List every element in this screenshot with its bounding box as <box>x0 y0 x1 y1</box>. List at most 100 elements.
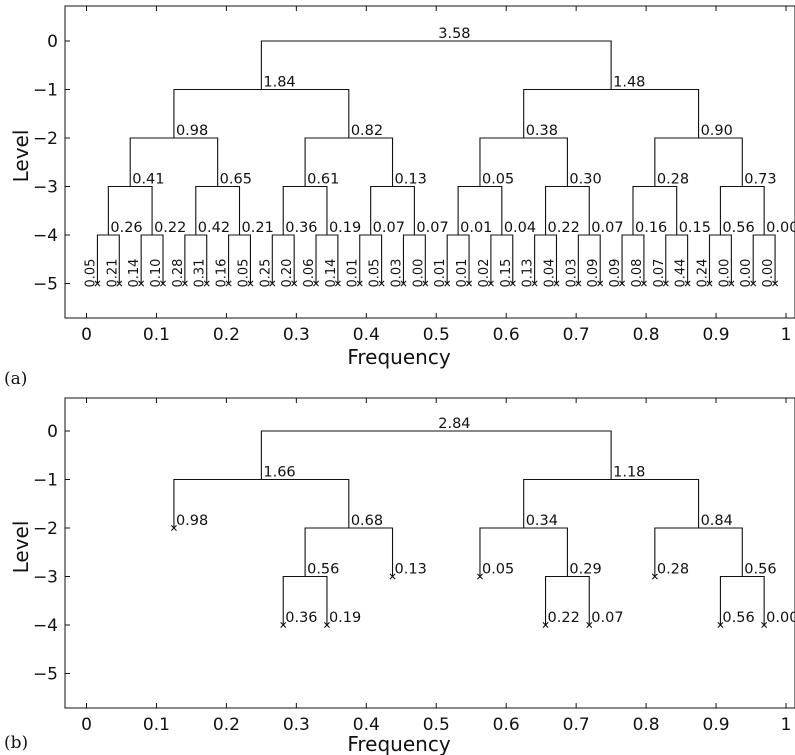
leaf-node-marker-stroke-2 <box>728 280 735 287</box>
leaf-node-marker-stroke-2 <box>400 280 407 287</box>
tree-branch <box>708 234 732 284</box>
leaf-node-marker-stroke-2 <box>378 280 385 287</box>
node-value-label: 1.66 <box>263 465 295 481</box>
x-axis-label: Frequency <box>347 732 450 755</box>
y-axis-label: Level <box>9 521 33 574</box>
leaf-node-marker-stroke-2 <box>160 280 166 287</box>
tree-branch <box>402 234 426 284</box>
leaf-node-marker <box>269 280 276 287</box>
leaf-node-marker <box>378 280 385 287</box>
leaf-node-marker <box>750 280 757 287</box>
leaf-node-marker-stroke-2 <box>116 280 123 287</box>
leaf-node-marker-stroke-2 <box>750 280 757 287</box>
leaf-node-marker <box>597 280 604 287</box>
leaf-node-marker <box>466 280 473 287</box>
tree-branch <box>359 234 383 284</box>
leaf-node-marker-stroke-2 <box>323 622 330 628</box>
x-tick-label: 0.3 <box>283 325 310 345</box>
leaf-node-marker-stroke-2 <box>476 573 483 580</box>
leaf-node-marker <box>531 280 538 287</box>
node-value-label: 0.05 <box>482 172 514 188</box>
leaf-node-marker-stroke-2 <box>509 280 516 287</box>
node-value-label: 0.56 <box>744 562 776 578</box>
y-tick-label: −2 <box>33 129 58 149</box>
leaf-node-marker <box>138 280 145 287</box>
x-tick-label: 0.4 <box>353 325 380 345</box>
leaf-node-marker-stroke-2 <box>662 280 669 287</box>
y-tick-label: −5 <box>33 665 58 685</box>
node-value-label: 0.56 <box>722 220 754 236</box>
node-value-label: 0.19 <box>329 220 361 236</box>
tree-branch <box>260 40 612 90</box>
leaf-node-marker <box>619 280 626 287</box>
node-value-label: 0.98 <box>176 123 208 139</box>
leaf-value-label: 0.01 <box>346 259 361 288</box>
leaf-node-marker <box>181 280 188 287</box>
tree-branch <box>534 234 558 284</box>
tree-branch <box>457 185 503 235</box>
leaf-node-marker-stroke-2 <box>94 280 101 287</box>
leaf-value-label: 0.10 <box>149 259 164 288</box>
x-tick-label: 1 <box>781 325 792 345</box>
node-value-label: 0.16 <box>635 220 667 236</box>
leaf-node-marker-stroke-2 <box>466 280 473 287</box>
node-value-label: 0.15 <box>679 220 711 236</box>
node-value-label: 0.36 <box>285 220 317 236</box>
node-value-label: 0.07 <box>591 220 623 236</box>
tree-branch <box>260 430 612 480</box>
x-tick-label: 1 <box>781 715 792 735</box>
leaf-value-label: 0.14 <box>324 259 339 288</box>
y-tick-label: −3 <box>33 178 58 198</box>
node-value-label: 0.00 <box>766 220 795 236</box>
leaf-node-marker <box>728 280 735 287</box>
leaf-node-marker <box>772 280 779 287</box>
leaf-value-label: 0.00 <box>761 259 776 288</box>
leaf-node-marker-stroke-2 <box>313 280 320 287</box>
x-tick-label: 0.6 <box>493 715 520 735</box>
node-value-label: 0.90 <box>701 123 733 139</box>
leaf-node-marker <box>356 280 363 287</box>
node-value-label: 0.19 <box>329 610 361 626</box>
tree-branch <box>129 137 219 187</box>
leaf-node-marker-stroke-2 <box>444 280 451 287</box>
node-value-label: 0.73 <box>744 172 776 188</box>
node-value-label: 0.26 <box>110 220 142 236</box>
leaf-node-marker-stroke-2 <box>269 280 276 287</box>
leaf-node-marker <box>684 280 691 287</box>
tree-branch <box>173 88 350 138</box>
leaf-node-marker <box>575 280 582 287</box>
tree-branch <box>140 234 164 284</box>
y-tick-label: −1 <box>33 471 58 491</box>
tree-branch <box>490 234 514 284</box>
node-value-label: 0.00 <box>766 610 795 626</box>
x-tick-label: 0.7 <box>563 325 590 345</box>
tree-branch <box>107 185 153 235</box>
leaf-value-label: 0.09 <box>586 259 601 288</box>
node-value-label: 0.38 <box>526 123 558 139</box>
tree-branch <box>315 234 339 284</box>
leaf-node-marker <box>476 573 483 580</box>
y-tick-label: −1 <box>33 81 58 101</box>
leaf-node-marker <box>422 280 429 287</box>
x-tick-label: 0 <box>81 715 92 735</box>
leaf-value-label: 0.25 <box>258 259 273 288</box>
leaf-node-marker <box>247 280 254 287</box>
leaf-value-label: 0.06 <box>302 259 317 288</box>
leaf-node-marker <box>94 280 101 287</box>
leaf-node-marker-stroke-2 <box>640 280 647 287</box>
leaf-value-label: 0.15 <box>499 259 514 288</box>
leaf-node-marker <box>761 622 768 628</box>
node-value-label: 0.13 <box>395 562 427 578</box>
tree-branch <box>654 527 743 577</box>
x-tick-label: 0.5 <box>423 325 450 345</box>
leaf-value-label: 0.05 <box>368 259 383 288</box>
leaf-node-marker <box>444 280 451 287</box>
y-tick-label: −4 <box>33 226 58 246</box>
tree-branch <box>719 575 765 625</box>
tree-branch <box>228 234 251 284</box>
leaf-node-marker-stroke-2 <box>717 622 724 628</box>
leaf-value-label: 0.09 <box>608 259 623 288</box>
x-tick-label: 0.3 <box>283 715 310 735</box>
tree-branch <box>96 234 120 284</box>
